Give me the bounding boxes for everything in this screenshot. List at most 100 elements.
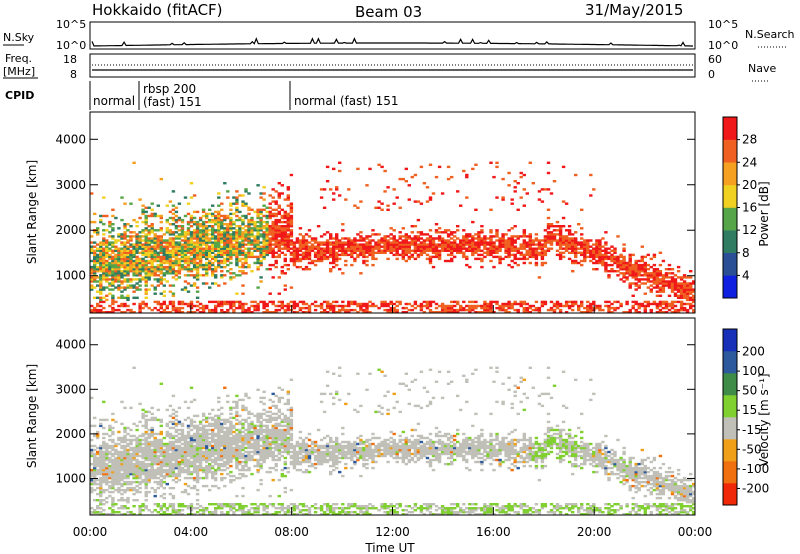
power-cell [247, 218, 251, 222]
power-cell [177, 251, 182, 254]
velocity-cell [174, 509, 179, 512]
velocity-cell [168, 434, 173, 438]
power-cell [244, 261, 248, 265]
power-cell [383, 247, 387, 250]
power-cell [150, 225, 154, 228]
power-cell [401, 253, 405, 257]
power-cell [114, 308, 118, 312]
power-cell [682, 274, 687, 277]
power-cell [165, 243, 169, 246]
power-cell [256, 308, 260, 312]
power-cell [332, 253, 336, 257]
velocity-cell [105, 418, 109, 422]
power-cell [667, 294, 672, 297]
power-cell [198, 241, 203, 244]
power-cell [462, 239, 466, 242]
velocity-cell [171, 478, 176, 482]
power-cell [108, 278, 112, 281]
power-cell [153, 288, 157, 291]
power-cell [347, 253, 351, 257]
power-cell [338, 308, 342, 312]
power-cell [211, 255, 215, 259]
velocity-cell [129, 458, 133, 462]
velocity-cell [186, 450, 191, 454]
power-cell [147, 233, 151, 236]
power-cell [144, 206, 148, 209]
power-cell [628, 282, 632, 285]
power-cell [132, 251, 136, 254]
power-cell [247, 225, 251, 228]
power-cell [564, 239, 569, 242]
power-cell [462, 300, 466, 304]
power-cell [111, 208, 115, 211]
power-cell [643, 263, 647, 267]
power-cell [292, 253, 297, 257]
power-cell [244, 243, 248, 246]
power-cell [567, 245, 572, 248]
power-cell [111, 249, 115, 252]
power-cell [114, 239, 118, 242]
velocity-cell [205, 420, 209, 424]
velocity-cell [159, 505, 163, 508]
power-cell [362, 255, 366, 259]
power-cell [138, 243, 142, 246]
power-cell [217, 245, 221, 248]
power-cell [289, 243, 294, 246]
velocity-cell [90, 511, 94, 514]
power-cell [649, 272, 653, 275]
power-cell [516, 251, 520, 254]
power-cell [129, 259, 133, 263]
velocity-cell [195, 492, 200, 496]
power-cell [132, 284, 136, 287]
power-cell [625, 261, 629, 265]
power-cell [235, 243, 239, 246]
power-cell [658, 294, 663, 297]
power-cell [198, 239, 203, 242]
power-cell [198, 225, 203, 228]
power-cell [135, 225, 139, 228]
velocity-cell [99, 507, 103, 510]
power-cell [607, 311, 611, 314]
power-cell [144, 243, 148, 246]
power-cell [673, 286, 678, 289]
power-cell [419, 233, 424, 236]
power-cell [262, 237, 266, 240]
power-cell [289, 225, 294, 228]
power-cell [664, 280, 669, 283]
velocity-cell [90, 396, 94, 400]
power-cell [153, 243, 157, 246]
velocity-cell [162, 511, 166, 514]
power-cell [150, 284, 154, 287]
power-cell [250, 233, 254, 236]
power-cell [329, 302, 333, 306]
velocity-cell [153, 438, 157, 442]
power-cell [389, 227, 393, 230]
power-cell [628, 274, 632, 277]
power-cell [658, 280, 663, 283]
power-cell [661, 302, 666, 306]
power-cell [658, 286, 663, 289]
power-cell [637, 268, 641, 271]
power-cell [586, 247, 590, 250]
power-cell [440, 237, 445, 240]
power-cell [214, 210, 218, 214]
power-cell [377, 206, 381, 209]
power-panel-frame [89, 111, 696, 314]
velocity-cell [153, 460, 157, 464]
power-cell [679, 304, 684, 308]
power-cell [667, 304, 672, 308]
velocity-cell [147, 470, 151, 474]
power-cell [138, 235, 142, 238]
power-cell [235, 206, 239, 209]
power-cell [362, 259, 366, 263]
power-cell [238, 225, 242, 228]
power-cell [283, 225, 287, 228]
power-cell [386, 257, 390, 261]
power-cell [329, 233, 333, 236]
power-cell [640, 255, 644, 259]
velocity-cell [177, 456, 182, 460]
power-cell [162, 311, 166, 314]
power-cell [416, 253, 421, 257]
power-cell [434, 306, 439, 310]
power-cell [229, 220, 233, 224]
